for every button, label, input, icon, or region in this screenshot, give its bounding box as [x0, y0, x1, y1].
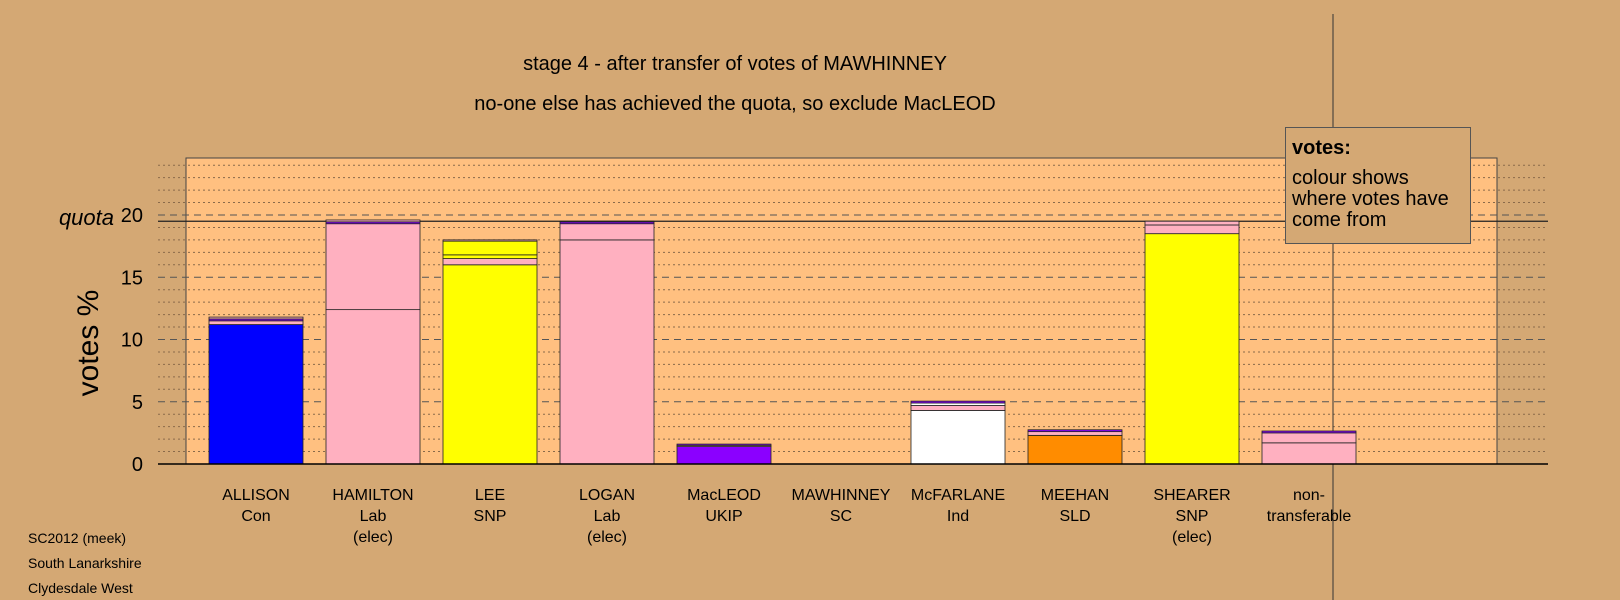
y-tick-label: 10	[121, 330, 143, 352]
footer-ward: Clydesdale West	[28, 580, 133, 596]
bar-segment	[1027, 429, 1123, 433]
bar-9	[1144, 220, 1240, 465]
bar-segment	[442, 240, 538, 256]
bar-segment	[1027, 431, 1123, 436]
bar-segment	[910, 400, 1006, 404]
legend-text: colour shows where votes have come from	[1292, 167, 1449, 231]
bar-segment	[1144, 233, 1240, 465]
bar-segment	[325, 219, 421, 223]
footer-council: South Lanarkshire	[28, 555, 142, 571]
x-category-label: SHEARER SNP (elec)	[1153, 487, 1230, 546]
bar-segment	[208, 316, 304, 320]
bar-segment	[442, 254, 538, 259]
bar-2	[325, 219, 421, 465]
legend-box: votes: colour shows where votes have com…	[1285, 127, 1471, 244]
x-category-label: LOGAN Lab (elec)	[579, 487, 635, 546]
x-category-label: non-transferable	[1267, 487, 1352, 525]
bar-1	[208, 316, 304, 465]
quota-label: quota	[59, 205, 114, 230]
y-tick-label: 0	[132, 454, 143, 476]
bar-7	[910, 400, 1006, 465]
bar-3	[442, 239, 538, 465]
chart-title: stage 4 - after transfer of votes of MAW…	[523, 53, 947, 75]
y-tick-label: 5	[132, 392, 143, 414]
footer-election: SC2012 (meek)	[28, 530, 127, 546]
bar-segment	[676, 446, 772, 465]
bar-4	[559, 220, 655, 465]
bar-segment	[1261, 442, 1357, 465]
x-category-label: LEE SNP	[474, 487, 507, 525]
y-tick-label: 20	[121, 205, 143, 227]
x-category-label: McFARLANE Ind	[911, 487, 1005, 525]
bar-segment	[442, 258, 538, 266]
x-category-label: MEEHAN SLD	[1041, 487, 1109, 525]
y-axis-label: votes %	[72, 290, 105, 397]
chart-subtitle: no-one else has achieved the quota, so e…	[474, 93, 996, 115]
bar-segment	[1261, 430, 1357, 434]
bar-segment	[208, 324, 304, 465]
bar-segment	[442, 239, 538, 242]
bar-5	[676, 443, 772, 465]
bar-segment	[325, 309, 421, 465]
x-category-label: HAMILTON Lab (elec)	[332, 487, 413, 546]
x-category-label: MAWHINNEY SC	[792, 487, 891, 525]
bar-segment	[559, 223, 655, 241]
bar-segment	[442, 264, 538, 465]
bar-segment	[1027, 434, 1123, 465]
bar-segment	[910, 410, 1006, 465]
y-tick-label: 15	[121, 267, 143, 289]
x-category-label: MacLEOD UKIP	[687, 487, 761, 525]
bar-8	[1027, 429, 1123, 465]
legend-title: votes:	[1292, 137, 1351, 159]
bar-10	[1261, 430, 1357, 465]
bar-segment	[1144, 220, 1240, 226]
bar-segment	[676, 443, 772, 446]
bar-segment	[325, 223, 421, 311]
bar-segment	[208, 320, 304, 325]
bar-segment	[1261, 432, 1357, 444]
bar-segment	[910, 405, 1006, 411]
bar-segment	[559, 239, 655, 465]
x-category-label: ALLISON Con	[222, 487, 290, 525]
bar-segment	[559, 220, 655, 223]
bar-segment	[1144, 224, 1240, 235]
